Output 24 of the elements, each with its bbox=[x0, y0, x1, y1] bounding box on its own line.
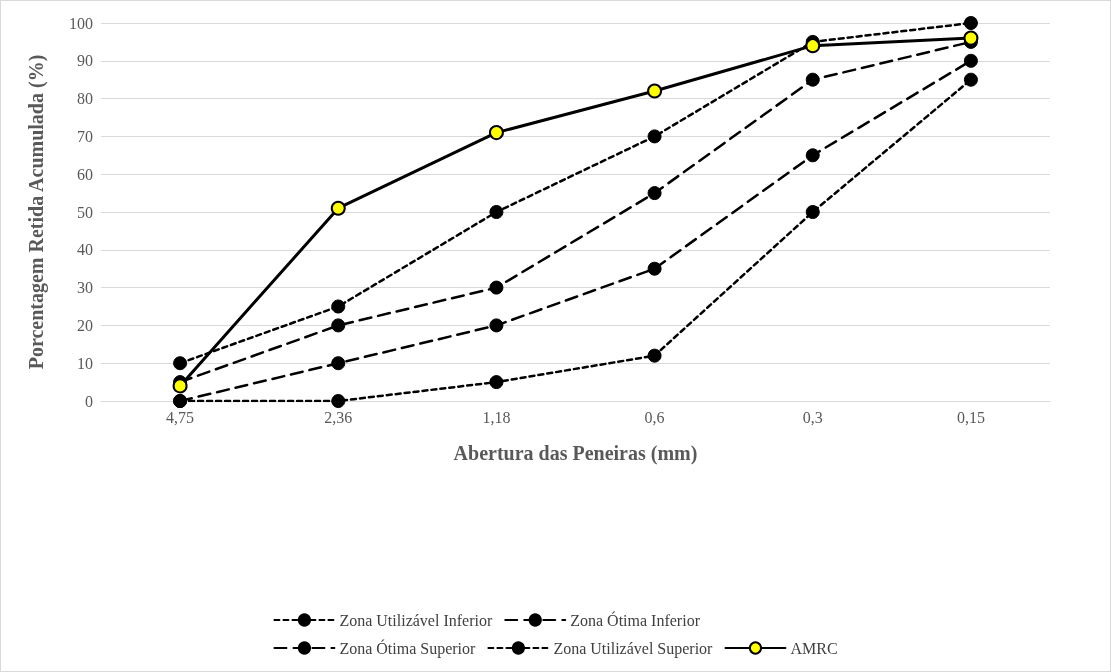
y-tick-label: 50 bbox=[77, 203, 93, 221]
x-tick-label: 2,36 bbox=[324, 408, 353, 426]
y-tick-label: 60 bbox=[77, 165, 93, 183]
y-axis-title: Porcentagem Retida Acumulada (%) bbox=[25, 54, 48, 370]
y-tick-label: 30 bbox=[77, 279, 93, 297]
y-tick-label: 0 bbox=[85, 392, 93, 410]
legend-label: Zona Utilizável Inferior bbox=[339, 611, 493, 629]
legend-label: Zona Ótima Superior bbox=[339, 638, 477, 658]
y-tick-label: 10 bbox=[77, 354, 93, 372]
y-tick-label: 70 bbox=[77, 127, 93, 145]
y-tick-label: 20 bbox=[77, 316, 93, 334]
legend-label: Zona Ótima Inferior bbox=[570, 610, 701, 629]
x-axis-title: Abertura das Peneiras (mm) bbox=[453, 442, 698, 465]
x-tick-label: 0,15 bbox=[956, 408, 985, 426]
x-tick-label: 1,18 bbox=[482, 408, 511, 426]
legend-label: AMRC bbox=[790, 639, 838, 657]
x-tick-label: 0,3 bbox=[802, 408, 823, 426]
y-tick-label: 80 bbox=[77, 90, 93, 108]
x-tick-label: 0,6 bbox=[644, 408, 665, 426]
y-tick-label: 90 bbox=[77, 52, 93, 70]
legend-label: Zona Utilizável Superior bbox=[553, 639, 714, 658]
y-tick-label: 100 bbox=[69, 14, 93, 32]
x-tick-label: 4,75 bbox=[166, 408, 195, 426]
y-tick-label: 40 bbox=[77, 241, 93, 259]
